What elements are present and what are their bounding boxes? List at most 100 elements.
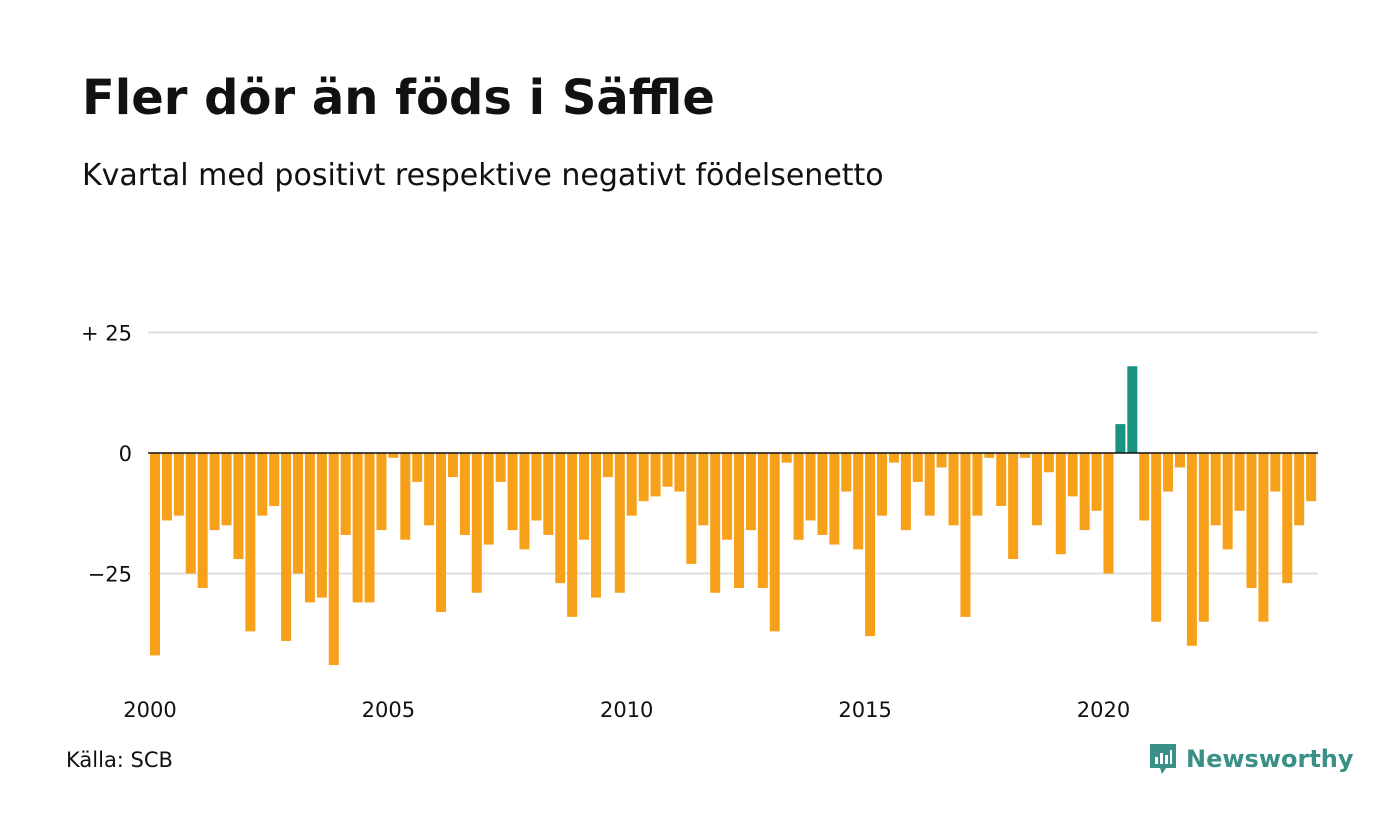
bar [400, 453, 411, 540]
bar [150, 453, 161, 656]
bar [579, 453, 590, 540]
bar [734, 453, 745, 588]
bar [459, 453, 470, 535]
bar [1246, 453, 1257, 588]
bar [793, 453, 804, 540]
bar [900, 453, 911, 531]
bar [972, 453, 983, 516]
chart-subtitle: Kvartal med positivt respektive negativt… [82, 158, 884, 193]
bar [936, 453, 947, 468]
y-axis-ticks: + 25 0 −25 [81, 322, 132, 587]
bar [877, 453, 888, 516]
bar [781, 453, 792, 463]
bar [757, 453, 768, 588]
bar [841, 453, 852, 492]
bar [686, 453, 697, 564]
x-tick-label: 2000 [123, 698, 176, 722]
bar [233, 453, 244, 560]
bar [1091, 453, 1102, 511]
bar [245, 453, 256, 632]
brand-logo: Newsworthy [1148, 742, 1354, 776]
bar [316, 453, 327, 598]
gridlines [148, 331, 1318, 575]
bar [769, 453, 780, 632]
bar [269, 453, 280, 507]
bar [960, 453, 971, 617]
bar [1020, 453, 1031, 458]
bar [424, 453, 435, 526]
bar [817, 453, 828, 535]
bar [638, 453, 649, 502]
x-tick-label: 2005 [362, 698, 415, 722]
bar [531, 453, 542, 521]
bar [1294, 453, 1305, 526]
bar [221, 453, 232, 526]
bar [1186, 453, 1197, 646]
bar [1198, 453, 1209, 622]
bar [1258, 453, 1269, 622]
bar [1174, 453, 1185, 468]
bar [376, 453, 387, 531]
bar [197, 453, 208, 588]
bar [1222, 453, 1233, 550]
bar [161, 453, 172, 521]
bar [1127, 366, 1138, 453]
y-tick-label: 0 [119, 442, 132, 466]
bar [281, 453, 292, 641]
bar [1210, 453, 1221, 526]
bar [1306, 453, 1317, 502]
bar [1079, 453, 1090, 531]
bar [829, 453, 840, 545]
bar [555, 453, 566, 584]
bar [1234, 453, 1245, 511]
bar [662, 453, 673, 487]
bar [257, 453, 268, 516]
bar [996, 453, 1007, 507]
bar-chart: + 25 0 −25 2000 2005 2010 2015 2020 [81, 322, 1318, 722]
bar [209, 453, 220, 531]
bar [674, 453, 685, 492]
bars [150, 366, 1317, 666]
bar [1031, 453, 1042, 526]
bar [948, 453, 959, 526]
bar [436, 453, 447, 613]
brand-name: Newsworthy [1186, 745, 1354, 773]
newsworthy-logo-icon [1150, 744, 1176, 774]
bar [1115, 424, 1126, 453]
bar [1055, 453, 1066, 555]
bar [1008, 453, 1019, 560]
bar [1103, 453, 1114, 574]
bar [745, 453, 756, 531]
bar [614, 453, 625, 593]
bar [602, 453, 613, 478]
bar [519, 453, 530, 550]
bar [1139, 453, 1150, 521]
bar [698, 453, 709, 526]
bar [483, 453, 494, 545]
bar [650, 453, 661, 497]
bar [328, 453, 339, 666]
y-tick-label: −25 [88, 563, 132, 587]
bar [543, 453, 554, 535]
bar [1067, 453, 1078, 497]
bar [293, 453, 304, 574]
bar [1270, 453, 1281, 492]
bar [853, 453, 864, 550]
bar [924, 453, 935, 516]
bar [304, 453, 315, 603]
y-tick-label: + 25 [81, 322, 132, 346]
bar [590, 453, 601, 598]
source-note: Källa: SCB [66, 748, 173, 772]
bar [865, 453, 876, 637]
bar [340, 453, 351, 535]
x-axis-ticks: 2000 2005 2010 2015 2020 [123, 698, 1130, 722]
bar [1151, 453, 1162, 622]
bar [1163, 453, 1174, 492]
bar [912, 453, 923, 482]
x-tick-label: 2020 [1077, 698, 1130, 722]
bar [567, 453, 578, 617]
bar [471, 453, 482, 593]
bar [888, 453, 899, 463]
bar [364, 453, 375, 603]
bar [710, 453, 721, 593]
